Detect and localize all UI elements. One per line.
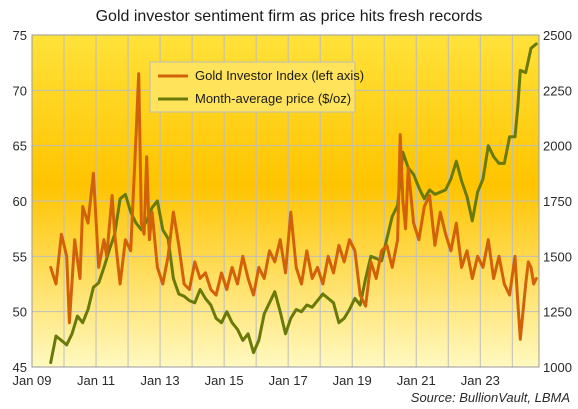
right-tick-label: 1250: [543, 305, 572, 320]
source-note: Source: BullionVault, LBMA: [411, 390, 570, 405]
x-tick-label: Jan 23: [461, 373, 500, 388]
left-tick-label: 60: [13, 194, 27, 209]
x-tick-label: Jan 11: [77, 373, 115, 388]
right-tick-label: 2250: [543, 83, 572, 98]
left-tick-label: 45: [13, 360, 27, 375]
chart-title: Gold investor sentiment firm as price hi…: [96, 8, 483, 25]
legend-box: [149, 61, 356, 113]
left-tick-label: 65: [13, 139, 27, 154]
x-tick-label: Jan 19: [333, 373, 372, 388]
right-tick-label: 2500: [543, 28, 572, 43]
left-tick-label: 55: [13, 249, 27, 264]
left-tick-label: 75: [13, 28, 27, 43]
plot-border: [31, 34, 540, 368]
x-tick-label: Jan 13: [141, 373, 180, 388]
x-axis-ticks: Jan 09 Jan 11 Jan 13 Jan 15 Jan 17 Jan 19 Jan …: [12, 373, 499, 388]
series-line-gold-investor-index: [49, 72, 538, 341]
x-tick-label: Jan 17: [269, 373, 308, 388]
x-tick-label: Jan 15: [205, 373, 244, 388]
right-tick-label: 2000: [543, 139, 572, 154]
left-tick-label: 70: [13, 83, 27, 98]
right-axis-ticks: 1000 1250 1500 1750 2000 2250 2500: [543, 28, 572, 375]
series-layer: [49, 42, 538, 365]
legend-label-month-average-price: Month-average price ($/oz): [195, 91, 351, 106]
x-tick-label: Jan 09: [12, 373, 51, 388]
left-tick-label: 50: [13, 305, 27, 320]
right-tick-label: 1500: [543, 249, 572, 264]
legend: Gold Investor Index (left axis) Month-av…: [149, 61, 364, 113]
right-tick-label: 1750: [543, 194, 572, 209]
x-tick-label: Jan 21: [397, 373, 436, 388]
legend-label-gold-investor-index: Gold Investor Index (left axis): [195, 68, 364, 83]
right-tick-label: 1000: [543, 360, 572, 375]
left-axis-ticks: 45 50 55 60 65 70 75: [13, 28, 27, 375]
